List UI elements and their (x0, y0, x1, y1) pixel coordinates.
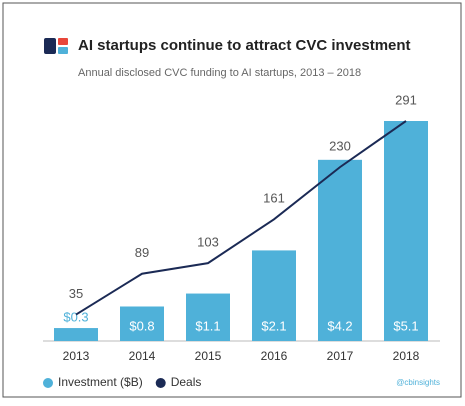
deals-line (75, 120, 407, 316)
x-tick-label: 2017 (327, 349, 354, 363)
line-value-label: 89 (135, 245, 149, 260)
line-value-label: 161 (263, 191, 285, 206)
x-tick-label: 2018 (393, 349, 420, 363)
x-tick-label: 2013 (63, 349, 90, 363)
bar-value-label: $0.3 (63, 309, 88, 324)
bar-value-label: $2.1 (261, 318, 286, 333)
x-tick-label: 2016 (261, 349, 288, 363)
chart-title: AI startups continue to attract CVC inve… (78, 37, 411, 54)
bar (120, 306, 164, 341)
bar-value-label: $0.8 (129, 318, 154, 333)
legend-label: Deals (171, 375, 202, 389)
line-value-label: 103 (197, 235, 219, 250)
bar (252, 250, 296, 341)
bar-value-label: $1.1 (195, 318, 220, 333)
line-value-label: 35 (69, 286, 83, 301)
bar-value-label: $5.1 (393, 318, 418, 333)
x-tick-label: 2015 (195, 349, 222, 363)
bar (186, 293, 230, 341)
bar-value-label: $4.2 (327, 318, 352, 333)
legend-marker (155, 378, 166, 388)
bar (54, 328, 98, 341)
logo (44, 38, 68, 54)
bar (384, 121, 428, 341)
legend-marker (43, 378, 53, 388)
source: @cbinsights (396, 378, 440, 387)
bar (318, 159, 362, 341)
legend-label: Investment ($B) (58, 375, 143, 389)
line-value-label: 230 (329, 139, 351, 154)
chart-subtitle: Annual disclosed CVC funding to AI start… (78, 67, 361, 79)
line-value-label: 291 (395, 92, 417, 107)
x-tick-label: 2014 (129, 349, 156, 363)
